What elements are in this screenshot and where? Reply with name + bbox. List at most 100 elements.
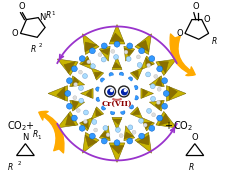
Polygon shape [124,132,133,139]
Polygon shape [112,117,122,130]
Circle shape [124,50,128,54]
Circle shape [157,101,160,105]
Circle shape [79,98,84,103]
Polygon shape [57,87,65,100]
Circle shape [105,86,116,97]
Polygon shape [70,76,85,87]
Circle shape [136,55,140,59]
Circle shape [73,96,77,100]
Polygon shape [159,113,170,125]
Polygon shape [48,86,67,101]
Circle shape [71,66,77,72]
Circle shape [157,66,163,72]
Circle shape [127,138,133,144]
Circle shape [65,91,71,96]
Polygon shape [109,25,125,44]
Polygon shape [86,89,91,98]
Circle shape [78,70,82,74]
Polygon shape [57,112,78,128]
Polygon shape [149,100,164,111]
Polygon shape [85,135,97,147]
Text: O: O [192,133,198,142]
Polygon shape [141,56,154,70]
Text: R: R [31,45,36,54]
Polygon shape [166,86,186,101]
Circle shape [129,105,134,109]
Polygon shape [124,48,133,56]
Circle shape [94,128,98,132]
Text: R: R [32,130,38,139]
Text: R: R [189,163,195,172]
Polygon shape [143,89,148,98]
Polygon shape [94,72,102,78]
Polygon shape [113,119,121,124]
Text: O: O [12,29,19,38]
Circle shape [82,74,87,78]
Circle shape [111,90,113,91]
Polygon shape [137,40,149,52]
Polygon shape [70,100,85,111]
Circle shape [83,120,87,124]
Polygon shape [132,108,140,115]
Polygon shape [72,101,78,110]
Circle shape [114,41,120,47]
Polygon shape [64,61,75,74]
Text: N: N [22,133,29,142]
Polygon shape [146,58,153,66]
Circle shape [102,106,106,110]
Circle shape [127,43,133,49]
Circle shape [132,130,136,134]
Circle shape [126,57,131,61]
Text: R: R [7,163,13,172]
Circle shape [106,133,110,137]
Polygon shape [91,107,104,119]
Circle shape [100,78,105,82]
Circle shape [119,134,123,138]
Polygon shape [169,87,177,100]
Circle shape [157,115,163,121]
Circle shape [67,78,72,84]
Polygon shape [110,146,124,154]
Circle shape [114,55,118,60]
Polygon shape [57,59,78,75]
Polygon shape [137,135,149,145]
Text: O: O [192,2,199,11]
Circle shape [110,111,115,115]
Circle shape [74,82,78,86]
Polygon shape [81,121,88,129]
Polygon shape [85,42,97,52]
Polygon shape [135,34,152,54]
Circle shape [128,77,133,81]
Polygon shape [80,117,93,131]
Circle shape [78,86,83,91]
Circle shape [152,113,156,117]
Text: N: N [39,13,46,22]
Circle shape [67,103,72,109]
Circle shape [101,138,107,144]
Polygon shape [156,112,177,128]
Text: Cr(VII): Cr(VII) [102,100,132,108]
Circle shape [137,63,142,67]
Text: 2: 2 [18,161,21,167]
Circle shape [151,96,156,101]
Circle shape [98,53,102,57]
Circle shape [134,96,138,100]
Text: R: R [212,37,217,46]
Circle shape [149,125,155,131]
Text: 2: 2 [38,43,42,48]
Polygon shape [112,57,122,70]
Polygon shape [80,56,93,70]
Circle shape [83,110,88,115]
Polygon shape [135,132,152,153]
Circle shape [114,140,120,146]
Circle shape [99,76,135,111]
Circle shape [76,108,80,112]
Polygon shape [99,126,110,141]
Circle shape [115,127,120,132]
Circle shape [139,133,145,139]
Text: $\mathregular{CO_2}$: $\mathregular{CO_2}$ [7,119,27,133]
Circle shape [118,86,129,97]
Circle shape [103,125,108,130]
Polygon shape [141,117,154,131]
Circle shape [90,64,95,69]
